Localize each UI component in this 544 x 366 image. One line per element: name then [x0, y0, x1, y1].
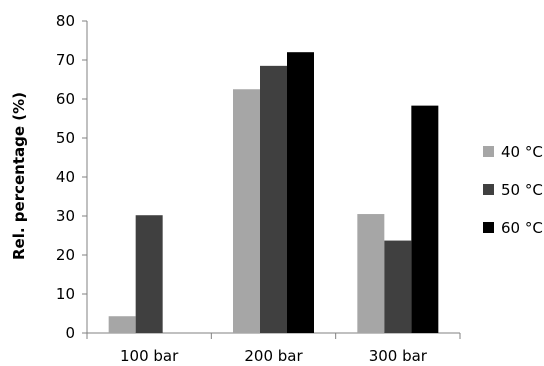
legend: 40 °C 50 °C 60 °C — [483, 143, 543, 237]
y-axis-title: Rel. percentage (%) — [10, 92, 28, 260]
y-tick-label: 50 — [56, 129, 75, 147]
y-tick-label: 40 — [56, 168, 75, 186]
legend-swatch — [483, 184, 494, 195]
bar — [357, 214, 385, 333]
y-tick-label: 80 — [56, 12, 75, 30]
legend-label: 60 °C — [501, 219, 543, 237]
y-tick-label: 70 — [56, 51, 75, 69]
legend-label: 40 °C — [501, 143, 543, 161]
y-tick-label: 0 — [65, 324, 75, 342]
bar — [108, 316, 136, 333]
x-axis-ticks: 100 bar 200 bar 300 bar — [86, 333, 461, 365]
y-tick-label: 60 — [56, 90, 75, 108]
bar — [384, 240, 412, 333]
bar — [233, 89, 260, 333]
x-tick-label: 200 bar — [244, 347, 303, 365]
y-tick-label: 10 — [56, 285, 75, 303]
plot-area — [86, 21, 460, 334]
y-tick-label: 30 — [56, 207, 75, 225]
bar — [135, 215, 163, 333]
x-tick-label: 100 bar — [120, 347, 179, 365]
legend-swatch — [483, 146, 494, 157]
legend-label: 50 °C — [501, 181, 543, 199]
bar — [260, 65, 287, 333]
x-tick-label: 300 bar — [369, 347, 428, 365]
legend-swatch — [483, 222, 494, 233]
bar — [287, 52, 314, 333]
bar — [411, 105, 439, 333]
y-tick-label: 20 — [56, 246, 75, 264]
y-axis-ticks: 0 10 20 30 40 50 60 70 80 — [56, 12, 87, 342]
